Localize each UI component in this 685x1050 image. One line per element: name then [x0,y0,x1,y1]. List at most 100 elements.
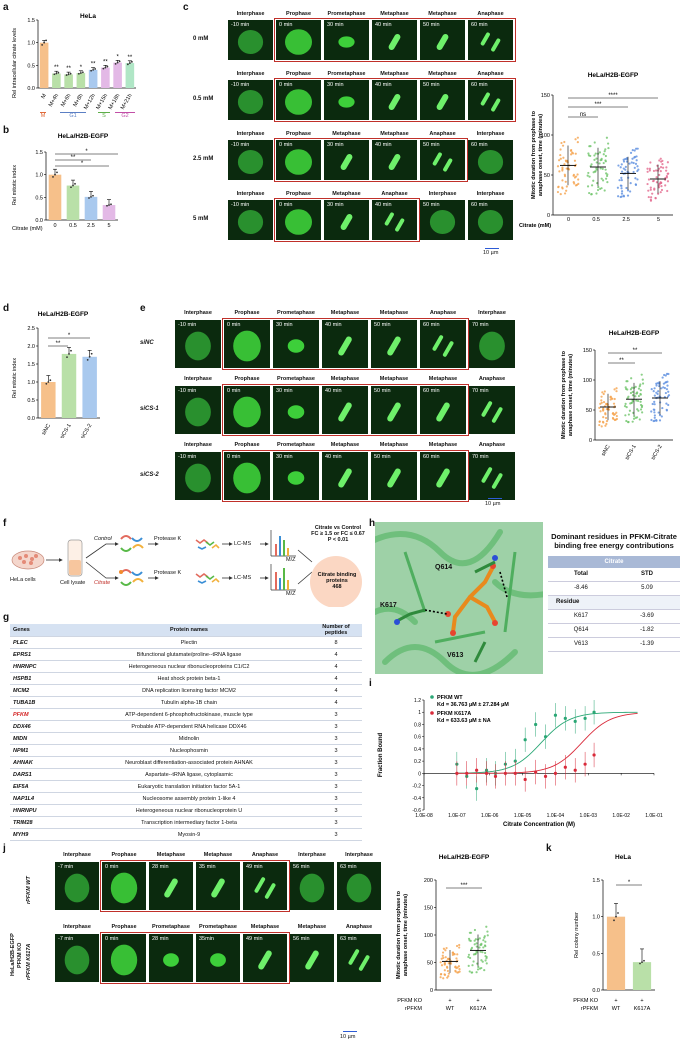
chromosome-set [480,32,490,46]
sig-star: ** [91,62,96,68]
nucleus [110,872,138,904]
micrograph: -10 min [175,320,221,368]
panel-e-chart: HeLa/H2B-EGFP Mitotic duration from proph… [561,330,673,461]
peptide-count-cell: 3 [310,792,362,805]
y-label: Mitotic duration from prophase toanaphas… [396,890,409,979]
data-point [483,969,486,972]
stage-label: Interphase [236,11,265,17]
data-point [626,380,629,383]
y-tick-label: 0 [418,771,421,777]
data-point [595,157,598,160]
y-tick-label: 100 [541,133,550,139]
legend-name: PFKM WT [437,695,463,701]
chromosome-set [442,341,454,357]
micrograph: 35 min [196,862,240,910]
data-point [629,391,633,395]
data-point [631,400,634,403]
data-point [475,787,479,791]
stage-label: Prophase [234,310,260,316]
data-point [45,39,48,42]
mitosis-window [274,138,468,182]
data-point [652,169,656,173]
stage-label: Interphase [476,191,505,197]
sig-label: ** [619,358,624,364]
nucleus [285,209,312,235]
nucleus [237,210,264,234]
data-point [478,946,481,949]
y-tick-label: -0.6 [412,808,421,814]
cell-image [481,401,503,423]
x-tick-label: 1.0E-07 [448,813,466,819]
cell-image [163,953,179,967]
micrograph: 0 min [102,934,146,982]
data-point [603,390,606,393]
data-point [657,184,660,187]
data-point [628,409,631,412]
data-point [92,68,95,71]
micrograph: 0 min [224,386,270,434]
data-point [648,169,651,172]
y-label-line: Mitotic duration from prophase to [396,890,402,979]
time-label: -10 min [178,454,197,460]
data-point [443,973,446,976]
chromosome-set [432,152,442,166]
data-point [605,136,609,139]
data-point [55,72,58,75]
micrograph: -10 min [228,140,273,180]
chromatin [210,953,226,967]
protein-name-cell: Tubulin alpha-1B chain [68,696,310,709]
bar [84,196,98,220]
y-tick-label: 0.5 [27,398,35,404]
cell-image [285,89,312,115]
y-label: Rel mitotic index [12,358,18,399]
time-label: 50 min [374,322,391,328]
gene-cell: DARS1 [10,768,68,781]
stage-label: Anaphase [381,191,408,197]
cell-image [233,462,261,494]
cell-image [338,468,352,488]
data-point [660,415,663,418]
chromatin [287,471,305,485]
mitosis-window [274,198,420,242]
peptide-count-cell: 3 [310,828,362,841]
data-point [86,358,89,361]
bar [102,205,116,220]
data-point [576,141,579,144]
micrograph: 49 min [243,934,287,982]
y-tick-label: 0.2 [414,759,421,765]
data-point [613,388,616,391]
micrograph: 50 min [420,80,465,120]
row-label: rPFKM [405,1006,423,1012]
x-tick-label: siNC [601,444,612,457]
table-row: EPRS1 Bifunctional glutamate/proline--tRN… [10,648,362,661]
data-point [88,197,90,199]
data-point [469,931,473,934]
protein-name-cell: Nucleophosmin [68,744,310,757]
nucleus [299,873,325,903]
row-label: siNC [140,340,154,346]
data-point [630,386,634,389]
protease-k-2: Protease K [154,570,182,576]
data-point [475,971,478,974]
label-g: g [3,612,10,623]
y-tick-label: 50 [544,173,550,179]
data-point [604,413,607,416]
data-point [604,424,607,427]
panel-j-micrographs: HeLa/H2B-EGFP PFKM KO rPFKM WT Interphase -7… [10,850,381,1045]
stage-label: Prometaphase [277,310,315,316]
data-point [625,160,629,163]
data-point [646,182,649,186]
data-point [74,182,76,185]
h-val-std: 5.09 [641,585,653,591]
data-point [639,408,643,411]
nucleus [237,150,264,174]
data-point [45,382,48,385]
micrograph: 30 min [273,386,319,434]
table-row: NPM1 Nucleophosmin 3 [10,744,362,757]
gene-cell: EIF5A [10,780,68,793]
time-label: 56 min [293,936,310,942]
nucleus [237,30,264,54]
data-point [620,192,624,195]
y-tick-label: 0.0 [27,416,35,422]
micrograph: 0 min [102,862,146,910]
